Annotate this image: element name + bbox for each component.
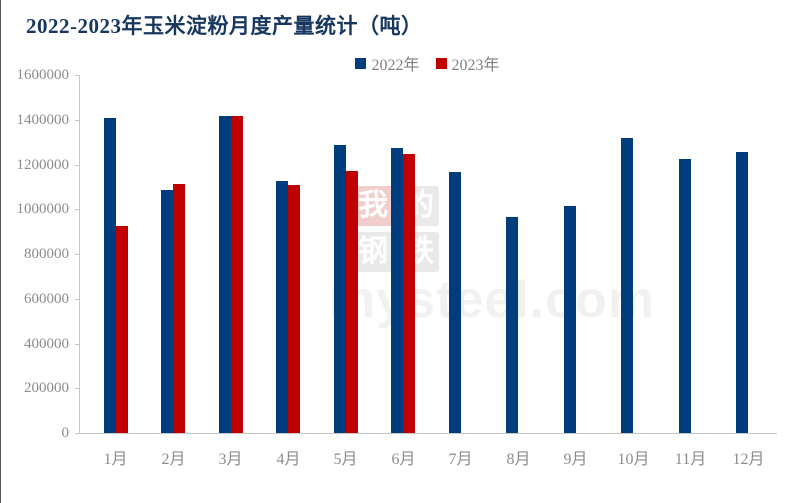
bar-2022年-3月 [219, 116, 231, 433]
y-tick-mark [75, 254, 79, 255]
y-tick-label-1400000: 1400000 [16, 111, 70, 128]
y-tick-label-800000: 800000 [24, 246, 69, 262]
y-tick-mark [75, 119, 79, 121]
y-tick-label-400000: 400000 [24, 335, 69, 352]
x-tick-label-10月: 10月 [617, 451, 650, 468]
bar-2022年-9月 [564, 206, 576, 433]
bar-2023年-4月 [288, 185, 300, 433]
bar-2022年-11月 [679, 159, 691, 433]
y-tick-label-1200000: 1200000 [16, 156, 70, 173]
watermark-char-1: 我 [353, 186, 393, 226]
bar-2022年-5月 [334, 145, 346, 433]
y-tick-mark [75, 433, 79, 434]
legend-item-2023: 2023年 [435, 51, 500, 75]
bar-2023年-1月 [116, 226, 128, 433]
x-tick-label-7月: 7月 [448, 451, 473, 468]
bar-2022年-1月 [104, 118, 116, 433]
legend-swatch-2022-icon [355, 57, 367, 69]
x-tick-label-8月: 8月 [506, 451, 531, 468]
y-tick-label-600000: 600000 [24, 290, 69, 307]
bar-2023年-3月 [231, 116, 243, 433]
y-tick-mark [75, 209, 79, 211]
x-tick-label-4月: 4月 [276, 451, 301, 468]
x-tick-label-2月: 2月 [161, 451, 186, 468]
y-tick-mark [75, 164, 79, 166]
legend-label-2023: 2023年 [451, 57, 500, 74]
x-axis-line [79, 433, 777, 434]
y-tick-mark [75, 388, 79, 390]
watermark-char-3: 钢 [353, 232, 393, 272]
x-tick-label-1月: 1月 [103, 451, 128, 468]
y-axis-line [79, 75, 80, 433]
x-tick-label-6月: 6月 [391, 451, 416, 468]
bar-2022年-8月 [506, 217, 518, 433]
y-tick-mark [75, 298, 79, 300]
bar-2023年-5月 [346, 171, 358, 433]
bar-2022年-6月 [391, 148, 403, 433]
y-tick-label-200000: 200000 [24, 380, 69, 397]
bar-2023年-2月 [173, 184, 185, 433]
y-tick-mark [75, 343, 79, 345]
x-tick-label-3月: 3月 [218, 451, 243, 468]
bar-2022年-12月 [736, 152, 748, 433]
bar-2022年-2月 [161, 190, 173, 433]
y-tick-label-1600000: 1600000 [16, 67, 70, 83]
bar-2023年-6月 [403, 154, 415, 433]
y-tick-label-1000000: 1000000 [16, 201, 70, 218]
legend-label-2022: 2022年 [371, 57, 420, 74]
bar-2022年-10月 [621, 138, 633, 433]
bar-2022年-7月 [449, 172, 461, 433]
x-tick-label-5月: 5月 [333, 451, 358, 468]
x-tick-label-9月: 9月 [563, 451, 588, 468]
y-tick-label-0: 0 [61, 425, 70, 441]
chart-legend: 2022年 2023年 [79, 51, 776, 75]
x-tick-label-11月: 11月 [674, 451, 707, 468]
legend-swatch-2023-icon [435, 57, 447, 69]
legend-item-2022: 2022年 [355, 51, 420, 75]
y-tick-mark [75, 75, 79, 76]
chart-title: 2022-2023年玉米淀粉月度产量统计（吨） [26, 14, 423, 38]
bar-2022年-4月 [276, 181, 288, 433]
watermark-url: mysteel.com [329, 271, 656, 329]
x-tick-label-12月: 12月 [732, 451, 765, 468]
